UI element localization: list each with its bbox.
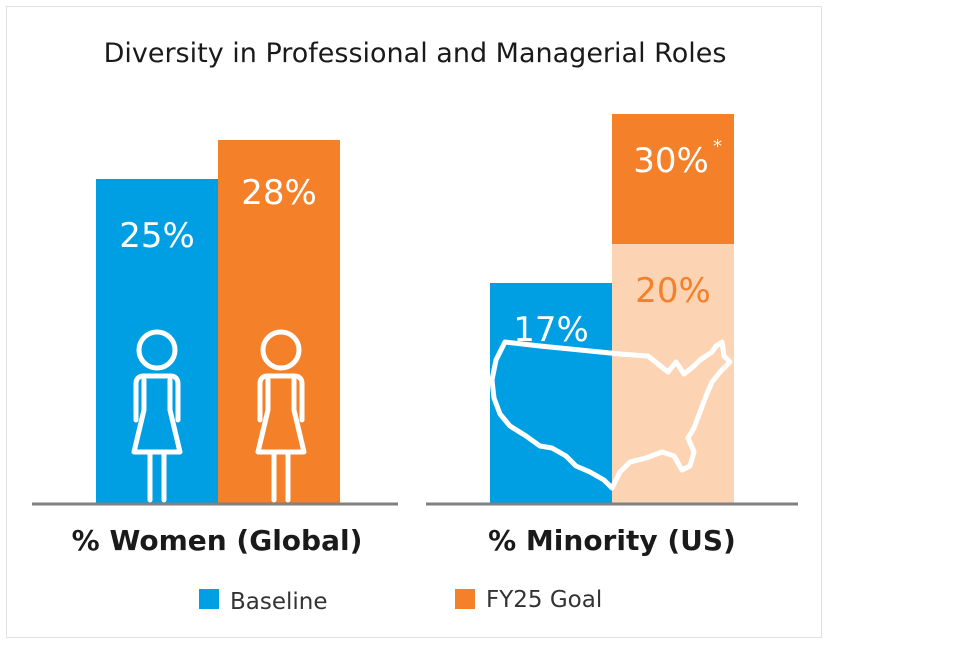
category-label-minority: % Minority (US) bbox=[488, 524, 736, 557]
value-label-goal-women: 28% bbox=[241, 173, 317, 213]
bar-goal-minority-upper bbox=[612, 114, 734, 244]
woman-icon bbox=[255, 329, 307, 503]
category-label-women: % Women (Global) bbox=[72, 524, 363, 557]
legend-swatch-baseline bbox=[199, 589, 219, 609]
us-map-icon bbox=[489, 339, 733, 491]
bar-baseline-minority bbox=[490, 283, 612, 504]
value-label-baseline-minority: 17% bbox=[513, 310, 589, 350]
legend-label-baseline: Baseline bbox=[230, 589, 328, 615]
value-label-baseline-women: 25% bbox=[119, 216, 195, 256]
legend-label-goal: FY25 Goal bbox=[486, 587, 602, 613]
footnote-mark: * bbox=[713, 136, 722, 157]
chart-title: Diversity in Professional and Managerial… bbox=[104, 38, 727, 69]
woman-icon bbox=[131, 329, 183, 503]
bar-goal-women bbox=[218, 140, 340, 504]
chart-frame bbox=[6, 6, 822, 638]
legend-swatch-goal bbox=[455, 589, 475, 609]
value-label-goal-minority: 30% bbox=[633, 141, 709, 181]
value-label-goal-minority-lower: 20% bbox=[635, 271, 711, 311]
